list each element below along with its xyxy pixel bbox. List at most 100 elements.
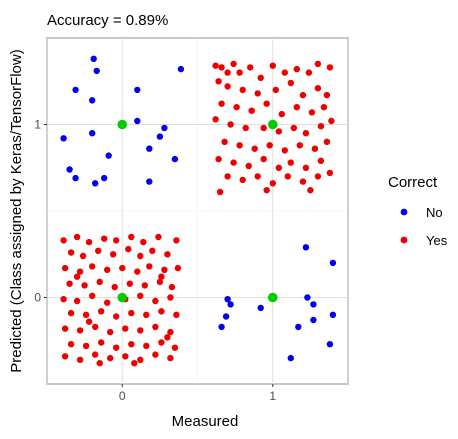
data-point	[302, 244, 310, 251]
axis-ticks: 0 1 0 1	[34, 118, 276, 404]
data-point	[218, 323, 225, 331]
legend-label: Yes	[426, 233, 448, 248]
data-point	[302, 164, 310, 171]
center-point	[267, 119, 278, 130]
data-point	[85, 318, 93, 325]
series-no	[60, 55, 337, 362]
data-point	[305, 69, 313, 76]
data-point	[67, 341, 75, 348]
x-axis-title: Measured	[172, 413, 239, 430]
center-point	[117, 292, 128, 303]
data-point	[320, 104, 328, 111]
data-point	[104, 266, 111, 273]
data-point	[326, 64, 334, 71]
data-point	[167, 354, 174, 362]
data-point	[92, 351, 99, 358]
data-point	[224, 173, 231, 180]
data-point	[328, 117, 335, 125]
data-point	[296, 142, 303, 149]
data-point	[96, 278, 103, 286]
data-point	[107, 328, 114, 336]
data-point	[128, 233, 135, 241]
data-point	[134, 268, 141, 275]
data-point	[308, 109, 316, 116]
data-point	[137, 252, 144, 260]
data-point	[311, 145, 319, 152]
data-point	[239, 176, 246, 184]
data-point	[104, 299, 111, 306]
data-point	[143, 311, 150, 318]
data-point	[119, 264, 126, 272]
data-points	[60, 55, 337, 367]
data-point	[152, 297, 159, 305]
data-point	[174, 264, 182, 272]
data-point	[222, 313, 230, 320]
data-point	[230, 159, 237, 166]
data-point	[79, 252, 87, 260]
data-point	[281, 69, 288, 76]
data-point	[72, 174, 79, 182]
class-centers	[117, 119, 278, 303]
data-point	[260, 124, 267, 132]
data-point	[266, 142, 273, 149]
data-point	[158, 308, 165, 315]
data-point	[85, 238, 93, 246]
data-point	[67, 309, 75, 317]
data-point	[224, 296, 231, 303]
data-point	[155, 233, 162, 241]
data-point	[126, 280, 133, 287]
data-point	[161, 266, 168, 273]
data-point	[164, 251, 171, 258]
data-point	[73, 233, 81, 241]
data-point	[269, 62, 276, 69]
data-point	[60, 296, 67, 303]
data-point	[236, 69, 243, 76]
chart-title: Accuracy = 0.89%	[47, 12, 168, 29]
data-point	[284, 173, 291, 180]
data-point	[101, 235, 108, 242]
data-point	[146, 145, 153, 152]
data-point	[314, 85, 322, 92]
data-point	[110, 251, 117, 258]
data-point	[326, 169, 334, 177]
data-point	[60, 237, 67, 244]
data-point	[314, 60, 322, 68]
data-point	[125, 245, 132, 253]
data-point	[137, 292, 144, 299]
data-point	[134, 117, 141, 125]
data-point	[215, 155, 222, 163]
data-point	[230, 60, 237, 68]
data-point	[293, 65, 300, 73]
data-point	[254, 90, 261, 97]
data-point	[307, 187, 314, 194]
data-point	[141, 282, 148, 289]
data-point	[89, 130, 96, 137]
data-point	[263, 187, 270, 194]
grid	[46, 37, 349, 385]
data-point	[251, 145, 258, 152]
data-point	[287, 354, 294, 362]
data-point	[81, 282, 88, 289]
data-point	[242, 124, 249, 132]
data-point	[290, 124, 297, 132]
data-point	[310, 301, 317, 308]
data-point	[61, 325, 69, 332]
data-point	[101, 174, 108, 182]
data-point	[272, 86, 279, 94]
data-point	[82, 311, 90, 318]
data-point	[98, 308, 105, 315]
data-point	[146, 263, 153, 270]
x-tick-label: 1	[269, 389, 276, 403]
data-point	[275, 164, 282, 171]
data-point	[67, 249, 75, 256]
data-point	[146, 178, 153, 185]
data-point	[76, 356, 84, 363]
data-point	[329, 259, 337, 267]
data-point	[93, 67, 100, 75]
legend-key-no	[400, 208, 408, 216]
data-point	[61, 264, 69, 272]
data-point	[66, 166, 73, 173]
data-point	[167, 328, 174, 336]
data-point	[173, 311, 180, 318]
